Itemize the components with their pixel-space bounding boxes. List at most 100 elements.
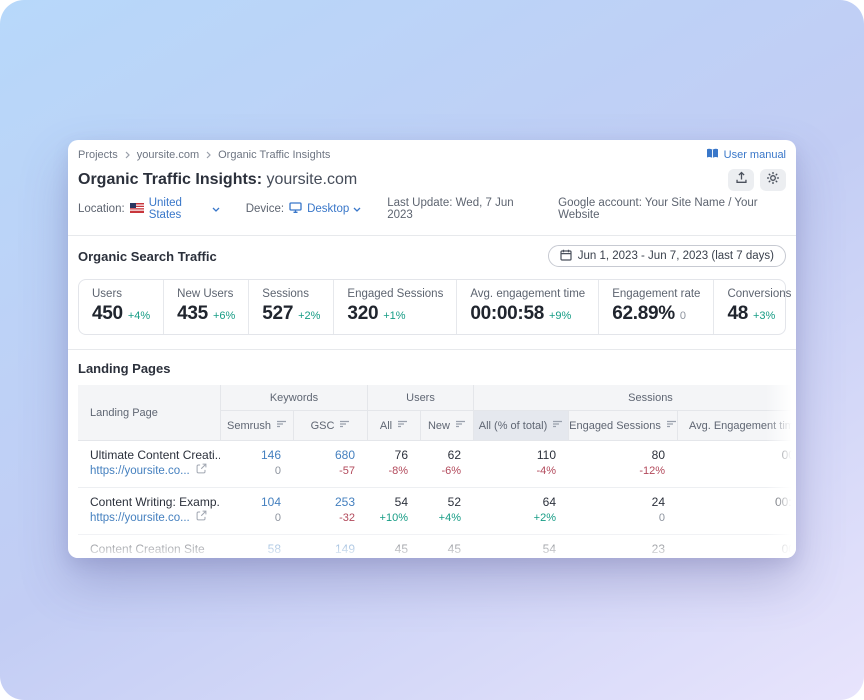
- cell-value: 62: [447, 448, 461, 462]
- breadcrumb-site[interactable]: yoursite.com: [136, 149, 200, 161]
- column-header-label: Avg. Engagement time: [688, 419, 796, 432]
- metric-new-users: New Users 435 +6%: [163, 280, 248, 334]
- keyword-count-link[interactable]: 253: [334, 495, 355, 509]
- metric-label: Engagement rate: [612, 288, 701, 300]
- landing-pages-table: Landing Page Keywords Users Sessions Sem…: [78, 385, 796, 558]
- settings-button[interactable]: [760, 169, 786, 191]
- sort-icon: [397, 419, 408, 432]
- desktop-icon: [289, 202, 302, 216]
- landing-page-url[interactable]: https://yoursite.co...: [90, 510, 220, 526]
- landing-page-url[interactable]: https://yoursite.com/...: [90, 557, 220, 558]
- metric-delta: +4%: [127, 310, 151, 322]
- user-manual-label: User manual: [723, 149, 786, 161]
- cell-delta: -32: [339, 512, 355, 524]
- metric-users: Users 450 +4%: [79, 280, 163, 334]
- cell-delta: +13%: [367, 557, 408, 558]
- cell-delta: +4%: [438, 512, 461, 524]
- breadcrumb-projects[interactable]: Projects: [78, 149, 118, 161]
- landing-page-url[interactable]: https://yoursite.co...: [90, 463, 220, 479]
- chevron-right-icon: [125, 151, 130, 159]
- page-title-main: Organic Traffic Insights:: [78, 171, 263, 188]
- cell-users-all: 54 +10%: [367, 488, 420, 535]
- sort-icon: [455, 419, 466, 432]
- column-group-sessions: Sessions: [473, 385, 796, 411]
- cell-delta: -15: [293, 557, 355, 558]
- gear-icon: [766, 171, 780, 190]
- page-title: Organic Traffic Insights: yoursite.com: [78, 171, 357, 189]
- location-value[interactable]: United States: [149, 197, 220, 221]
- cell-users-new: 62 -6%: [420, 441, 473, 488]
- column-header-avg-engagement-time[interactable]: Avg. Engagement time: [677, 411, 796, 441]
- cell-users-new: 45+18%: [420, 535, 473, 558]
- section-title: Organic Search Traffic: [78, 248, 217, 264]
- column-header-sessions-all[interactable]: All (% of total): [473, 411, 568, 441]
- cell-delta: 0: [658, 512, 665, 524]
- keyword-count-link[interactable]: 58: [267, 542, 281, 556]
- column-header-engaged-sessions[interactable]: Engaged Sessions: [568, 411, 677, 441]
- cell-value: 52: [447, 495, 461, 509]
- column-header-semrush[interactable]: Semrush: [220, 411, 293, 441]
- chevron-right-icon: [206, 151, 211, 159]
- location-value-label: United States: [148, 197, 182, 221]
- page-title-domain: yoursite.com: [266, 171, 358, 188]
- cell-users-all: 76 -8%: [367, 441, 420, 488]
- metric-value: 450: [92, 303, 123, 324]
- landing-pages-divider: [68, 349, 796, 350]
- metric-label: Users: [92, 288, 123, 300]
- cell-semrush: 104 0: [220, 488, 293, 535]
- column-header-landing-page: Landing Page: [78, 385, 220, 441]
- location-filter[interactable]: Location: United States: [78, 197, 220, 221]
- us-flag-icon: [129, 202, 144, 216]
- date-range-button[interactable]: Jun 1, 2023 - Jun 7, 2023 (last 7 days): [547, 245, 786, 267]
- title-row: Organic Traffic Insights: yoursite.com: [78, 169, 786, 191]
- external-link-icon[interactable]: [208, 557, 219, 558]
- keyword-count-link[interactable]: 104: [260, 495, 281, 509]
- landing-page-title: Ultimate Content Creati...: [90, 448, 220, 462]
- user-manual-link[interactable]: User manual: [706, 148, 786, 162]
- metric-engagement-rate: Engagement rate 62.89% 0: [598, 280, 713, 334]
- chevron-down-icon: [353, 203, 361, 215]
- column-header-users-all[interactable]: All: [367, 411, 420, 441]
- keyword-count-link[interactable]: 146: [260, 448, 281, 462]
- cell-delta: 0: [274, 512, 281, 524]
- filter-bar: Location: United States Device: Desktop …: [78, 197, 786, 235]
- column-header-gsc[interactable]: GSC: [293, 411, 367, 441]
- device-value[interactable]: Desktop: [307, 203, 361, 215]
- device-label: Device:: [245, 203, 285, 215]
- cell-gsc: 680 -57: [293, 441, 367, 488]
- metric-delta: +9%: [548, 310, 572, 322]
- external-link-icon[interactable]: [196, 463, 207, 479]
- breadcrumb: Projects yoursite.com Organic Traffic In…: [78, 149, 330, 161]
- keyword-count-link[interactable]: 680: [334, 448, 355, 462]
- cell-semrush: 146 0: [220, 441, 293, 488]
- metric-value: 527: [262, 303, 294, 324]
- metric-value: 00:00:58: [470, 303, 544, 324]
- metric-sessions: Sessions 527 +2%: [248, 280, 333, 334]
- table-row-landing-page: Content Creation Site https://yoursite.c…: [78, 535, 220, 558]
- cell-gsc: 253 -32: [293, 488, 367, 535]
- metric-label: Engaged Sessions: [347, 288, 444, 300]
- external-link-icon[interactable]: [196, 510, 207, 526]
- cell-value: 45: [394, 542, 408, 556]
- metric-engaged-sessions: Engaged Sessions 320 +1%: [333, 280, 456, 334]
- cell-delta: -12%: [639, 465, 665, 477]
- breadcrumb-current: Organic Traffic Insights: [218, 149, 331, 161]
- metric-conversions: Conversions 48 +3%: [713, 280, 796, 334]
- cell-delta: -6%: [441, 465, 461, 477]
- sort-icon: [339, 419, 350, 432]
- metric-label: New Users: [177, 288, 234, 300]
- cell-semrush: 580: [220, 535, 293, 558]
- column-header-users-new[interactable]: New: [420, 411, 473, 441]
- landing-page-url-label: https://yoursite.co...: [90, 512, 190, 524]
- cell-value: 76: [394, 448, 408, 462]
- keyword-count-link[interactable]: 149: [334, 542, 355, 556]
- cell-value: 45: [447, 542, 461, 556]
- location-label: Location:: [78, 203, 125, 215]
- device-filter[interactable]: Device: Desktop: [246, 202, 362, 216]
- export-button[interactable]: [728, 169, 754, 191]
- column-header-label: Engaged Sessions: [569, 419, 661, 432]
- metric-delta: +1%: [383, 310, 406, 322]
- last-update: Last Update: Wed, 7 Jun 2023: [387, 197, 514, 221]
- table-row-landing-page: Ultimate Content Creati... https://yours…: [78, 441, 220, 488]
- column-group-users: Users: [367, 385, 473, 411]
